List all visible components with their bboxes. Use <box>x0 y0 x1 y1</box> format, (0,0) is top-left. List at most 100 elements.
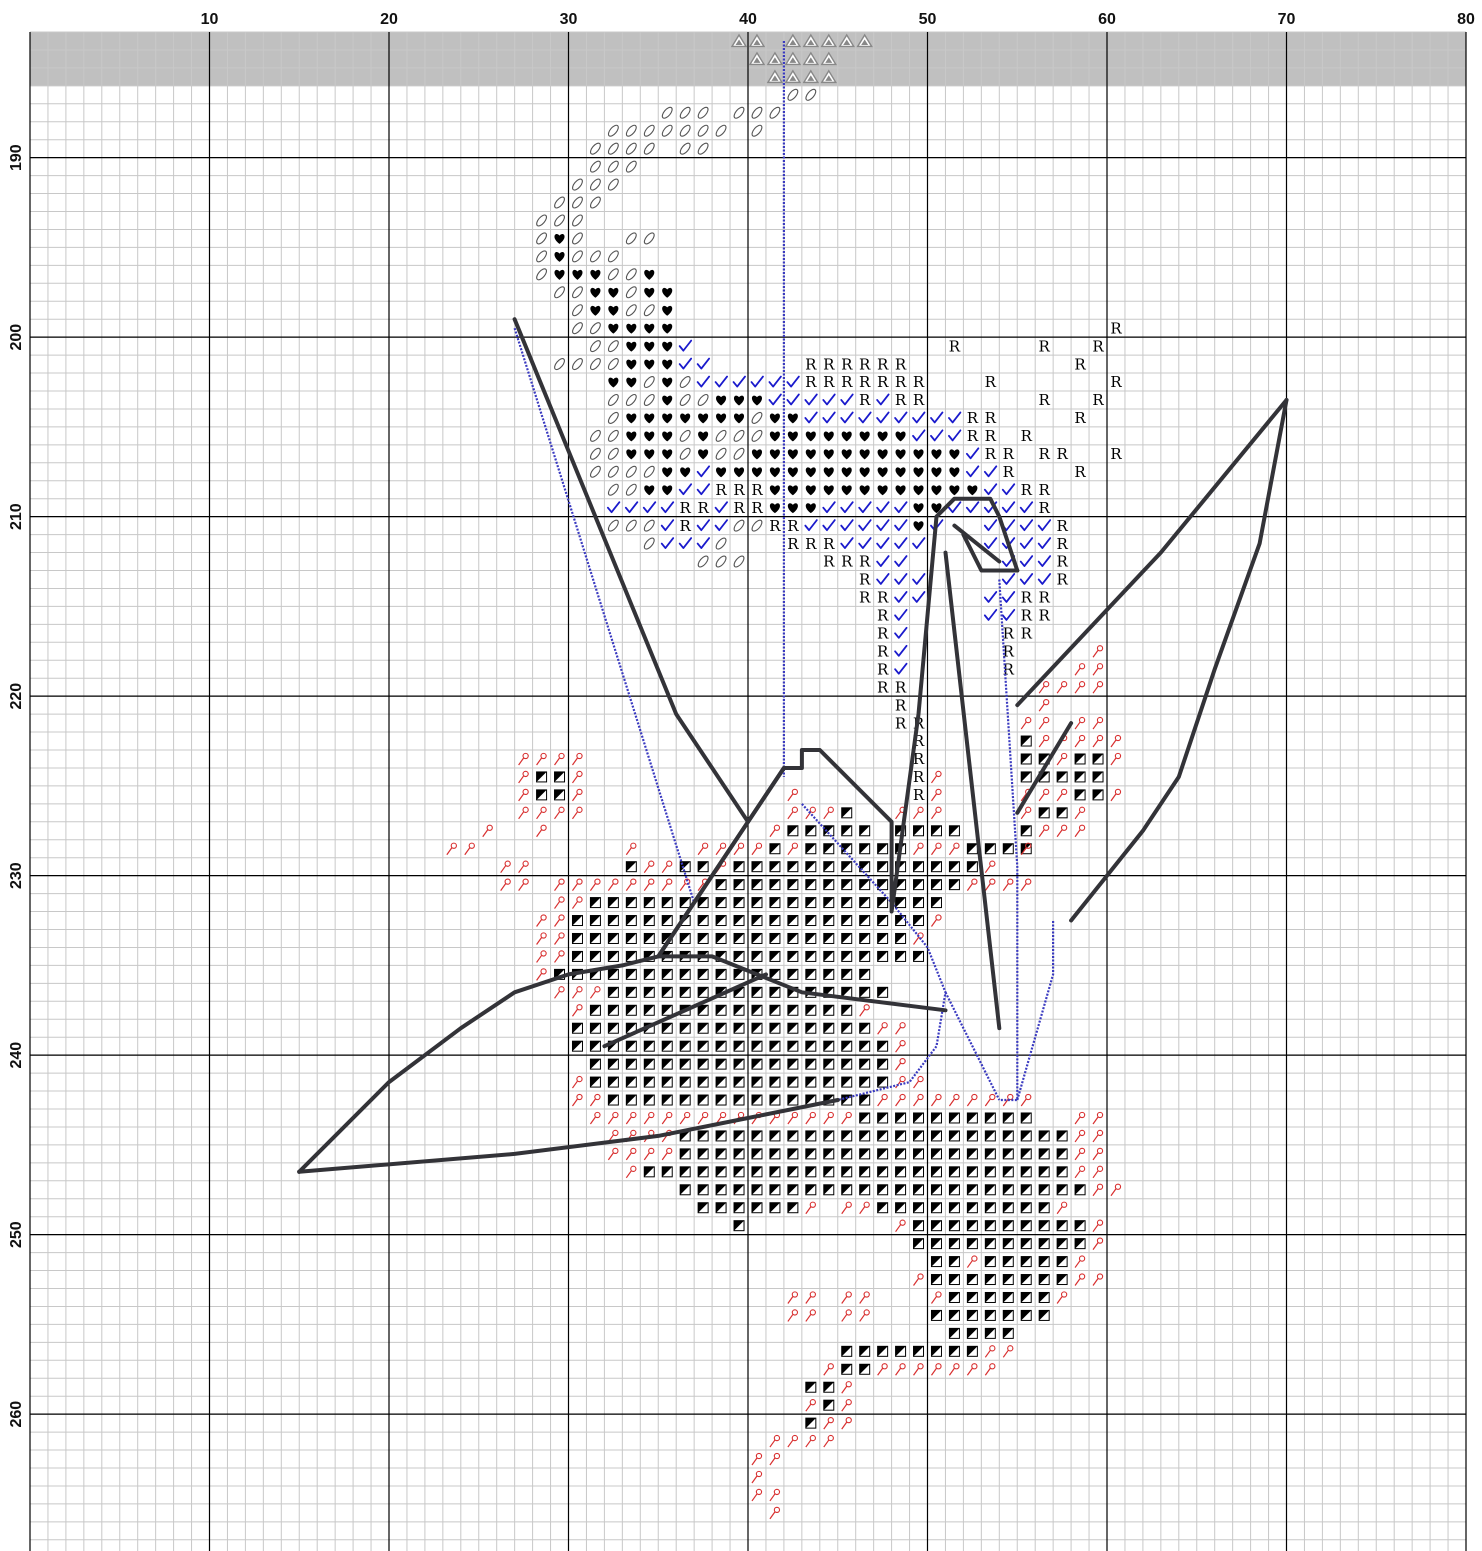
half-filled-square-icon <box>1002 1291 1014 1303</box>
heart-icon <box>644 413 655 424</box>
heart-icon <box>662 485 673 496</box>
heart-icon <box>662 359 673 370</box>
oval-slash-icon <box>554 286 565 299</box>
half-filled-square-icon <box>589 1004 601 1016</box>
pin-icon <box>679 1111 691 1125</box>
heart-icon <box>644 359 655 370</box>
half-filled-square-icon <box>751 1076 763 1088</box>
svg-text:R: R <box>841 553 853 571</box>
half-filled-square-icon <box>1056 1130 1068 1142</box>
half-filled-square-icon <box>625 897 637 909</box>
pin-icon <box>895 1219 906 1233</box>
pin-icon <box>1092 645 1104 658</box>
checkmark-icon <box>768 375 782 388</box>
svg-text:R: R <box>877 589 889 607</box>
half-filled-square-icon <box>859 879 871 891</box>
checkmark-icon <box>876 555 890 567</box>
half-filled-square-icon <box>966 861 978 873</box>
heart-icon <box>751 395 763 406</box>
pin-icon <box>823 1416 834 1430</box>
letter-r: R <box>1021 607 1033 625</box>
half-filled-square-icon <box>948 1202 960 1214</box>
oval-slash-icon <box>643 519 655 532</box>
letter-r: R <box>680 499 692 517</box>
half-filled-square-icon <box>733 1148 745 1160</box>
column-label: 50 <box>919 11 937 28</box>
pin-icon <box>446 842 457 856</box>
half-filled-square-icon <box>948 861 960 873</box>
oval-slash-icon <box>536 214 548 227</box>
half-filled-square-icon <box>643 1058 655 1070</box>
pin-icon <box>1056 788 1068 802</box>
checkmark-icon <box>696 483 711 496</box>
letter-r: R <box>967 427 979 445</box>
oval-slash-icon <box>536 268 548 281</box>
heart-icon <box>590 287 601 298</box>
half-filled-square-icon <box>805 1148 817 1160</box>
svg-text:R: R <box>1074 409 1086 427</box>
row-label: 210 <box>8 503 25 530</box>
pin-icon <box>661 1147 673 1161</box>
backstitch-line <box>1015 398 1289 708</box>
pin-icon <box>1056 1201 1068 1215</box>
svg-text:R: R <box>1110 445 1122 463</box>
half-filled-square-icon <box>895 1166 907 1178</box>
oval-slash-icon <box>715 537 727 550</box>
oval-slash-icon <box>679 124 691 137</box>
half-filled-square-icon <box>1020 825 1032 837</box>
svg-text:R: R <box>680 517 692 535</box>
half-filled-square-icon <box>733 879 745 891</box>
pin-icon <box>1002 1093 1014 1107</box>
half-filled-square-icon <box>805 915 817 927</box>
oval-slash-icon <box>643 142 655 155</box>
half-filled-square-icon <box>805 861 817 873</box>
heart-icon <box>662 413 673 424</box>
triangle-icon <box>766 69 784 84</box>
letter-r: R <box>895 355 907 373</box>
half-filled-square-icon <box>1074 771 1086 783</box>
svg-text:R: R <box>859 589 871 607</box>
heart-icon <box>877 467 888 478</box>
triangle-icon <box>820 51 838 66</box>
half-filled-square-icon <box>913 825 925 837</box>
letter-r: R <box>751 481 763 499</box>
triangle-icon <box>856 33 873 48</box>
half-filled-square-icon <box>1038 807 1050 819</box>
heart-icon <box>769 503 780 514</box>
heart-icon <box>769 449 780 460</box>
heart-icon <box>644 287 655 298</box>
letter-r: R <box>895 714 907 732</box>
pin-icon <box>1074 806 1086 820</box>
letter-r: R <box>805 373 817 391</box>
pin-icon <box>769 1452 781 1466</box>
half-filled-square-icon <box>877 1166 889 1178</box>
half-filled-square-icon <box>984 1256 996 1268</box>
half-filled-square-icon <box>787 915 799 927</box>
half-filled-square-icon <box>697 897 709 909</box>
half-filled-square-icon <box>697 1022 709 1034</box>
half-filled-square-icon <box>607 1058 619 1070</box>
oval-slash-icon <box>751 429 763 442</box>
checkmark-icon <box>696 375 711 388</box>
half-filled-square-icon <box>1038 1130 1050 1142</box>
half-filled-square-icon <box>589 915 601 927</box>
half-filled-square-icon <box>805 1417 817 1429</box>
pin-icon <box>518 806 529 820</box>
oval-slash-icon <box>751 124 763 137</box>
letter-r: R <box>1003 625 1015 643</box>
letter-r: R <box>877 660 889 678</box>
heart-icon <box>949 485 960 496</box>
backstitch-line <box>297 766 786 1174</box>
half-filled-square-icon <box>859 1058 871 1070</box>
half-filled-square-icon <box>751 1094 763 1106</box>
half-filled-square-icon <box>930 1256 942 1268</box>
heart-icon <box>662 305 673 316</box>
half-filled-square-icon <box>679 1040 691 1052</box>
pin-icon <box>805 1399 816 1412</box>
pin-icon <box>536 968 547 981</box>
svg-text:R: R <box>1074 355 1086 373</box>
half-filled-square-icon <box>625 1004 637 1016</box>
pin-icon <box>787 788 799 802</box>
heart-icon <box>823 431 834 442</box>
letter-r: R <box>1056 517 1068 535</box>
